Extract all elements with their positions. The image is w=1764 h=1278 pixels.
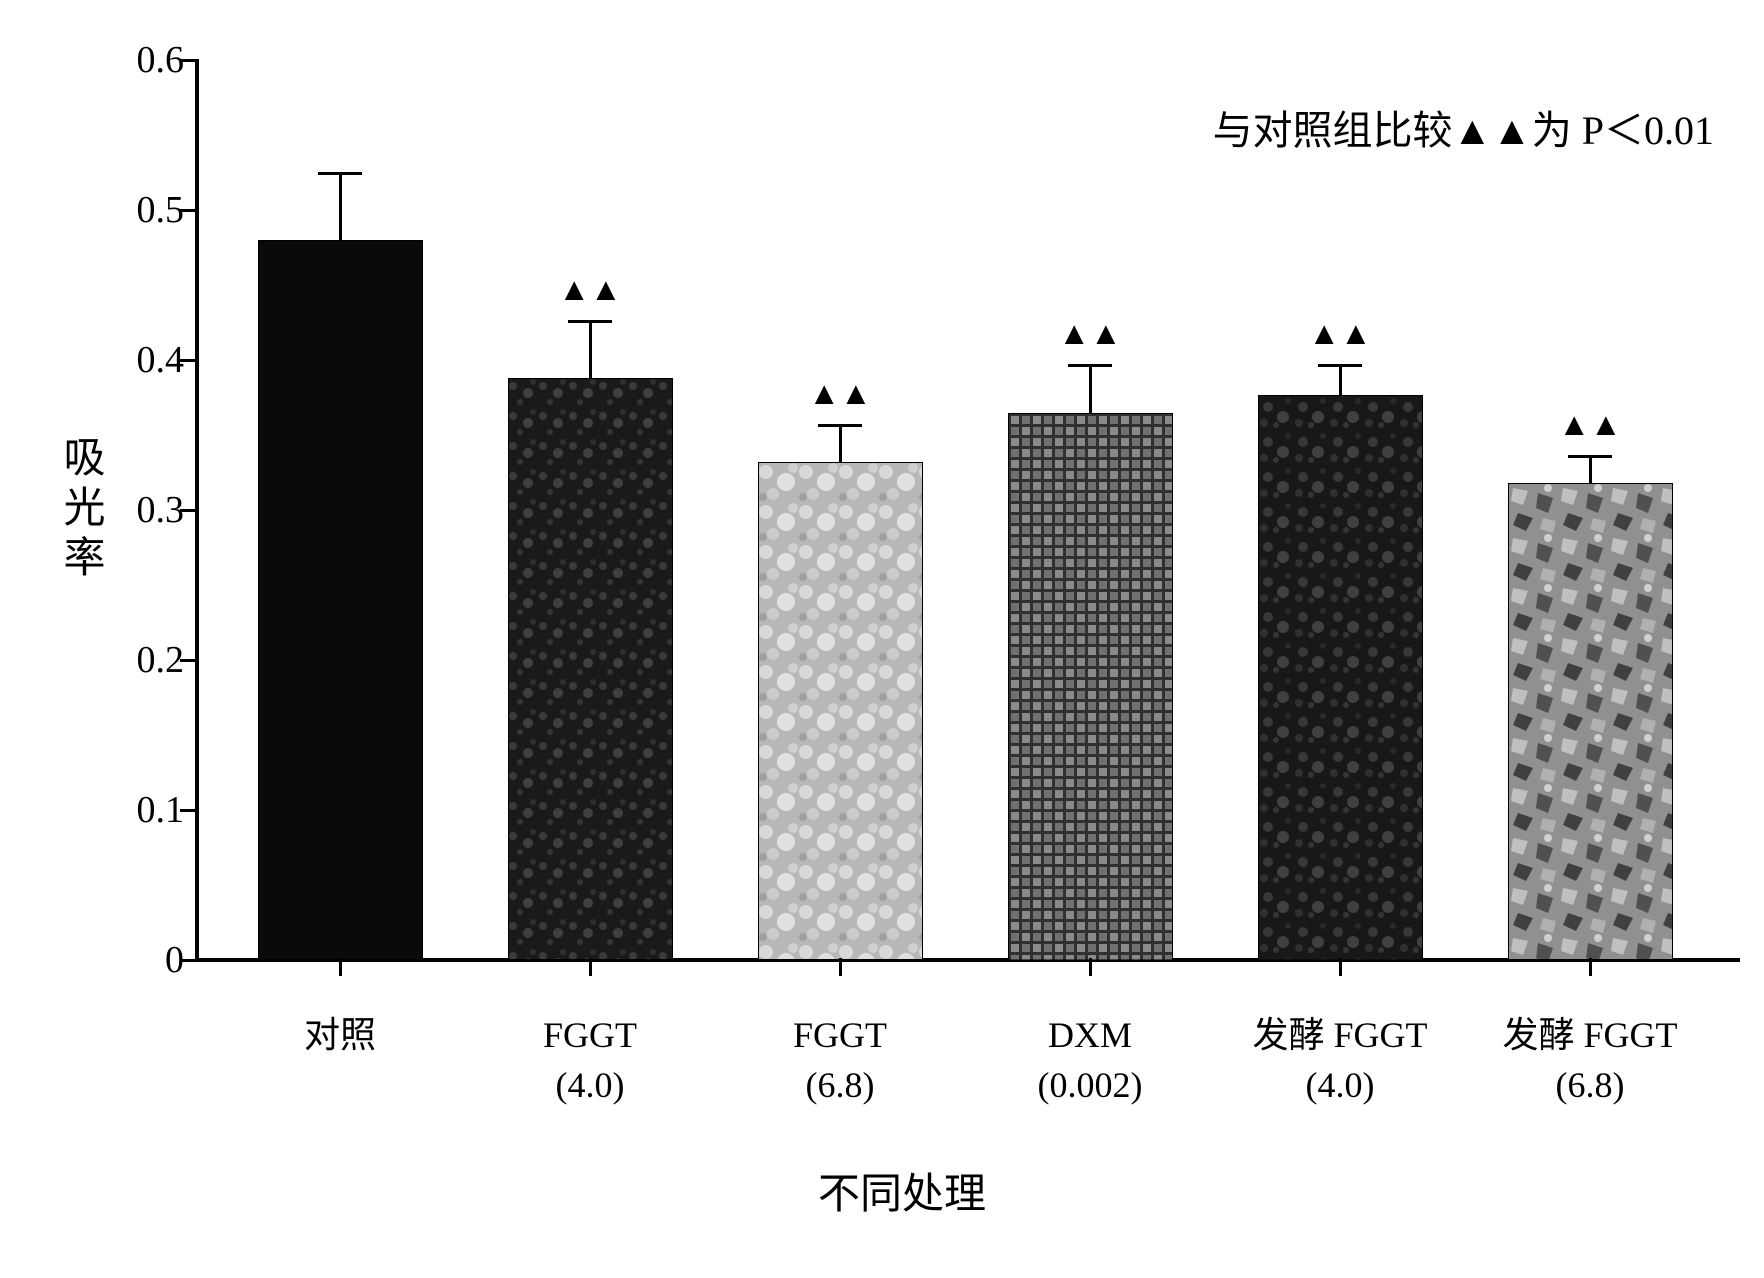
x-tick: [839, 958, 842, 976]
y-tick-label: 0.4: [64, 338, 184, 382]
y-tick-label: 0: [64, 938, 184, 982]
error-bar-cap: [1568, 455, 1612, 458]
x-axis-title: 不同处理: [818, 1160, 986, 1221]
x-category-label: FGGT(6.8): [730, 1010, 950, 1111]
x-category-label: 发酵 FGGT(4.0): [1230, 1010, 1450, 1111]
y-tick-label: 0.5: [64, 188, 184, 232]
x-tick: [1339, 958, 1342, 976]
y-tick-label: 0.6: [64, 38, 184, 82]
x-category-label: 对照: [230, 1010, 450, 1060]
significance-marker: ▲▲: [1550, 406, 1630, 443]
x-tick: [339, 958, 342, 976]
bar: [1508, 483, 1673, 960]
error-bar-line: [1589, 456, 1592, 483]
error-bar-cap: [568, 320, 612, 323]
x-tick: [1089, 958, 1092, 976]
error-bar-line: [1339, 365, 1342, 395]
bar: [258, 240, 423, 960]
bar: [1008, 413, 1173, 961]
x-tick: [589, 958, 592, 976]
y-tick-label: 0.2: [64, 638, 184, 682]
significance-annotation: 与对照组比较▲▲为 P＜0.01: [1213, 98, 1714, 156]
x-category-label: FGGT(4.0): [480, 1010, 700, 1111]
error-bar-cap: [818, 424, 862, 427]
significance-marker: ▲▲: [800, 375, 880, 412]
significance-marker: ▲▲: [1300, 315, 1380, 352]
significance-marker: ▲▲: [550, 271, 630, 308]
error-bar-line: [339, 173, 342, 241]
error-bar-cap: [318, 172, 362, 175]
x-category-label: 发酵 FGGT(6.8): [1480, 1010, 1700, 1111]
bar: [758, 462, 923, 960]
y-axis-title: 吸光率: [50, 435, 111, 585]
error-bar-line: [589, 321, 592, 378]
y-tick-label: 0.1: [64, 788, 184, 832]
significance-marker: ▲▲: [1050, 315, 1130, 352]
x-category-label: DXM(0.002): [980, 1010, 1200, 1111]
error-bar-cap: [1068, 364, 1112, 367]
x-tick: [1589, 958, 1592, 976]
error-bar-line: [1089, 365, 1092, 413]
bar: [508, 378, 673, 960]
error-bar-cap: [1318, 364, 1362, 367]
bar: [1258, 395, 1423, 961]
error-bar-line: [839, 425, 842, 463]
chart-container: 00.10.20.30.40.50.6 对照▲▲FGGT(4.0)▲▲FGGT(…: [20, 20, 1764, 1258]
